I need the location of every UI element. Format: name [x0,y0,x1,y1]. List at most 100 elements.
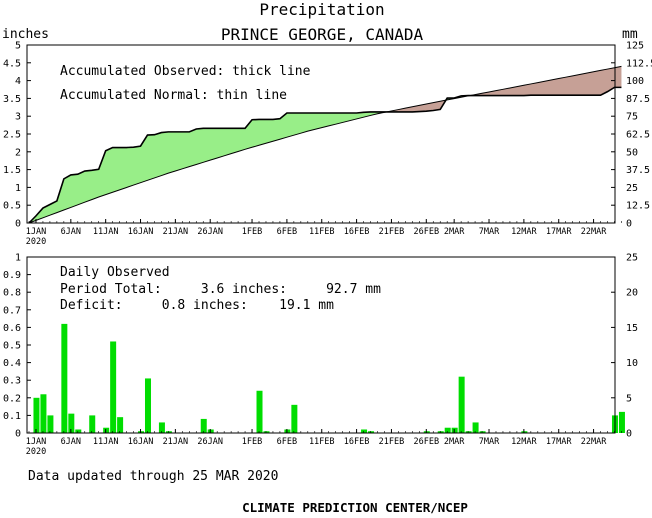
accumulated-left-ticks: 0 0.5 1 1.5 2 2.5 3 3.5 4 4.5 5 [3,41,31,230]
y-tick-label: 3 [15,112,21,123]
daily-bar [75,429,82,433]
chart-subtitle: PRINCE GEORGE, CANADA [221,25,424,44]
x-tick-label: 17MAR [546,437,572,447]
x-tick-label: 11FEB [309,227,335,237]
daily-bar [618,411,625,433]
y2-tick-label: 0 [626,429,632,440]
y-tick-label: 4 [15,76,21,87]
daily-bar [256,390,263,433]
daily-bar [47,415,54,433]
left-axis-unit-label: inches [2,27,49,42]
y2-tick-label: 25 [626,253,638,264]
daily-bar [465,431,472,433]
accumulated-observed-line [28,86,622,224]
y-tick-label: 0.2 [3,393,21,404]
x-tick-label: 22MAR [581,437,607,447]
surplus-area [29,95,471,223]
data-updated-note: Data updated through 25 MAR 2020 [28,469,278,484]
x-tick-label: 16FEB [344,227,370,237]
period-total-label: Period Total: 3.6 inches: 92.7 mm [60,282,381,297]
x-tick-label: 11JAN [93,227,119,237]
x-tick-year: 2020 [26,237,46,247]
y2-tick-label: 100 [626,76,644,87]
daily-bar [144,378,151,433]
daily-left-ticks: 0 0.1 0.2 0.3 0.4 0.5 0.6 0.7 0.8 0.9 1 [3,253,31,440]
daily-bar [165,431,172,433]
y-tick-label: 1.5 [3,165,21,176]
credit-line: CLIMATE PREDICTION CENTER/NCEP [242,500,468,515]
y-tick-label: 3.5 [3,94,21,105]
daily-bar [158,422,165,433]
x-tick-label: 22MAR [581,227,607,237]
y-tick-label: 0.7 [3,305,21,316]
y2-tick-label: 20 [626,288,638,299]
y-tick-label: 0.6 [3,323,21,334]
accumulated-right-ticks: 0 12.5 25 37.5 50 62.5 75 87.5 100 112.5 125 [611,41,652,230]
daily-right-ticks: 0 5 10 15 20 25 [611,253,638,440]
x-tick-label: 26FEB [413,437,439,447]
y-tick-label: 1 [15,183,21,194]
x-tick-label: 21FEB [379,437,405,447]
daily-bar [110,341,117,433]
daily-bars [33,323,625,433]
daily-bar [437,431,444,433]
x-tick-label: 2MAR [444,227,465,237]
x-tick-label: 6FEB [277,227,297,237]
y-tick-label: 0 [15,219,21,230]
daily-bar [33,397,40,433]
y-tick-label: 0.9 [3,270,21,281]
x-tick-label: 1JAN [26,437,46,447]
daily-bar [40,394,47,433]
y2-tick-label: 12.5 [626,201,650,212]
x-tick-label: 21JAN [163,227,189,237]
y2-tick-label: 10 [626,358,638,369]
x-tick-label: 6JAN [61,227,81,237]
y2-tick-label: 37.5 [626,165,650,176]
y-tick-label: 0.1 [3,411,21,422]
daily-bar [68,413,75,433]
y2-tick-label: 62.5 [626,130,650,141]
accumulated-observed-legend: Accumulated Observed: thick line [60,64,311,79]
daily-bar [200,418,207,433]
y-tick-label: 2 [15,147,21,158]
x-tick-label: 16JAN [128,227,154,237]
x-tick-label: 11JAN [93,437,119,447]
daily-bar [458,376,465,433]
accumulated-normal-legend: Accumulated Normal: thin line [60,88,287,103]
x-tick-label: 6FEB [277,437,297,447]
daily-observed-label: Daily Observed [60,265,170,280]
daily-bar [444,427,451,433]
x-tick-label: 26FEB [413,227,439,237]
accumulated-normal-line [28,65,622,224]
x-tick-label: 21FEB [379,227,405,237]
deficit-label: Deficit: 0.8 inches: 19.1 mm [60,298,334,313]
daily-bar [479,431,486,433]
y-tick-label: 1 [15,253,21,264]
x-tick-label: 16FEB [344,437,370,447]
y-tick-label: 0.5 [3,201,21,212]
y2-tick-label: 125 [626,41,644,52]
y-tick-label: 4.5 [3,58,21,69]
y2-tick-label: 87.5 [626,94,650,105]
daily-bar [368,431,375,433]
y-tick-label: 0 [15,429,21,440]
daily-panel: 0 0.1 0.2 0.3 0.4 0.5 0.6 0.7 0.8 0.9 1 0 5 10 15 20 25… [3,253,638,458]
y2-tick-label: 25 [626,183,638,194]
y2-tick-label: 5 [626,393,632,404]
x-tick-label: 2MAR [444,437,465,447]
x-tick-label: 1FEB [242,227,262,237]
daily-bar [263,431,270,433]
x-tick-label: 16JAN [128,437,154,447]
x-tick-label: 6JAN [61,437,81,447]
daily-bar [61,323,68,433]
x-tick-label: 11FEB [309,437,335,447]
x-tick-label: 1FEB [242,437,262,447]
y2-tick-label: 15 [626,323,638,334]
daily-bar [361,429,368,433]
y-tick-label: 2.5 [3,130,21,141]
y2-tick-label: 50 [626,147,638,158]
x-tick-label: 21JAN [163,437,189,447]
